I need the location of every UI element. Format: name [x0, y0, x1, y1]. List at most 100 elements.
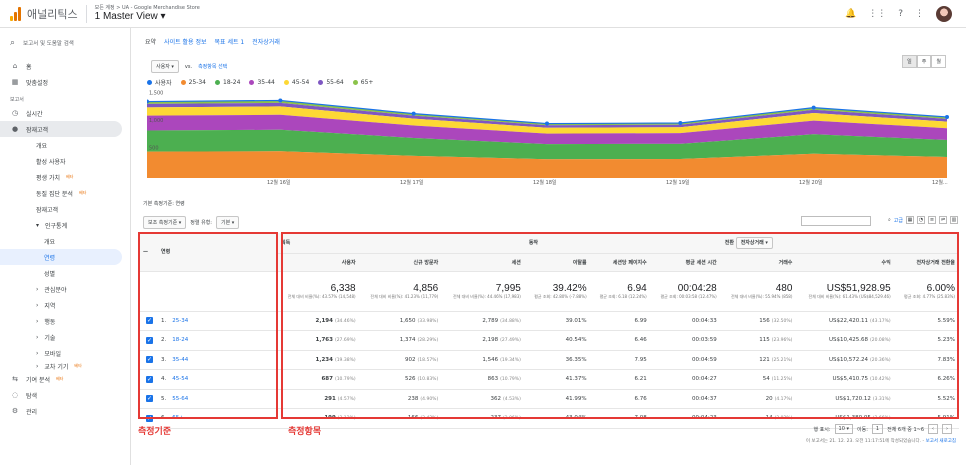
bell-icon[interactable]: 🔔 — [845, 9, 857, 19]
users-point[interactable] — [678, 121, 683, 125]
sidebar-item-label: 탐색 — [26, 392, 38, 400]
advanced-filter-link[interactable]: 고급 — [893, 217, 903, 224]
refresh-report-link[interactable]: 보고서 새로고침 — [925, 439, 956, 444]
tab-ecommerce[interactable]: 전자상거래 — [252, 39, 280, 46]
comparison-view-icon[interactable]: ⇌ — [939, 216, 947, 224]
period-week-button[interactable]: 주 — [916, 55, 932, 68]
users-point[interactable] — [545, 121, 549, 126]
total-cell: 39.42% 평균 조회: 42.80% (-7.88%) — [524, 271, 591, 312]
x-tick-label: 12월 18일 — [533, 179, 557, 185]
dimension-header[interactable]: 연령 — [157, 233, 277, 272]
help-icon[interactable]: ? — [898, 9, 903, 19]
sidebar-item-active-users[interactable]: 활성 사용자 — [0, 153, 130, 169]
users-point[interactable] — [147, 99, 149, 104]
metric-value: 687 — [321, 376, 333, 383]
dimension-link[interactable]: 25-34 — [172, 317, 189, 324]
secondary-dimension-dropdown[interactable]: 보조 측정기준 ▾ — [143, 215, 187, 229]
sidebar-item-audiences[interactable]: 잠재고객 — [0, 201, 130, 217]
account-selector[interactable]: 모든 계정 > UA - Google Merchandise Store 1 … — [95, 5, 200, 23]
column-header[interactable]: 사용자 — [277, 253, 360, 272]
rows-per-page-select[interactable]: 10 ▾ — [834, 424, 854, 434]
sidebar-item-discover[interactable]: ◌ 탐색 — [0, 387, 130, 403]
goto-page-input[interactable]: 1 — [871, 424, 884, 434]
sidebar-item-geo[interactable]: › 지역 — [0, 297, 130, 313]
column-header[interactable]: 거래수 — [720, 253, 797, 272]
apps-grid-icon[interactable]: ⋮⋮ — [868, 9, 887, 19]
column-header[interactable]: 이탈률 — [524, 253, 591, 272]
dimension-link[interactable]: 45-54 — [172, 376, 189, 383]
select-metric-link[interactable]: 측정항목 선택 — [198, 64, 228, 70]
prev-page-button[interactable]: ‹ — [928, 424, 938, 434]
row-checkbox[interactable]: ✓ — [139, 389, 157, 409]
column-header[interactable]: 세션당 페이지수 — [590, 253, 651, 272]
row-checkbox[interactable]: ✓ — [139, 369, 157, 390]
dimension-link[interactable]: 18-24 — [172, 337, 189, 344]
sidebar-item-label: 기술 — [44, 334, 56, 342]
column-header[interactable]: 평균 세션 시간 — [650, 253, 721, 272]
sidebar-item-gender[interactable]: 성별 — [0, 265, 130, 281]
next-page-button[interactable]: › — [942, 424, 952, 434]
table-search-input[interactable] — [801, 216, 871, 226]
sidebar-item-overview[interactable]: 개요 — [0, 137, 130, 153]
sidebar-item-home[interactable]: ⌂ 홈 — [0, 58, 130, 74]
metric-value: 1,763 — [315, 337, 333, 344]
analytics-logo-icon[interactable] — [10, 6, 21, 21]
sidebar-item-behavior[interactable]: › 행동 — [0, 313, 130, 329]
sidebar-item-admin[interactable]: ⚙ 관리 — [0, 403, 130, 419]
dimension-link[interactable]: 55-64 — [172, 395, 189, 402]
sidebar-item-cohort[interactable]: 동질 집단 분석 베타 — [0, 185, 130, 201]
sidebar-item-demographics[interactable]: ▾ 인구통계 — [0, 217, 130, 233]
dimension-link[interactable]: 35-44 — [172, 356, 189, 363]
sidebar-item-interests[interactable]: › 관심분야 — [0, 281, 130, 297]
tab-summary[interactable]: 요약 — [145, 39, 157, 46]
conversion-dropdown[interactable]: 전자상거래 ▾ — [735, 237, 773, 250]
sidebar-item-tech[interactable]: › 기술 — [0, 329, 130, 345]
row-checkbox[interactable]: ✓ — [139, 311, 157, 331]
users-point[interactable] — [411, 111, 416, 116]
search-icon[interactable]: ⌕ — [887, 217, 891, 223]
sidebar-item-lifetime[interactable]: 평생 가치 베타 — [0, 169, 130, 185]
pie-view-icon[interactable]: ◔ — [917, 216, 925, 224]
column-header[interactable]: 수익 — [796, 253, 895, 272]
brand-name[interactable]: 애널리틱스 — [27, 8, 78, 21]
column-header[interactable]: 세션 — [442, 253, 525, 272]
total-cell: 4,856 전체 대비 비율(%): 41.23% (11,779) — [359, 271, 443, 312]
sidebar-item-custom[interactable]: ▦ 맞춤설정 — [0, 74, 130, 90]
users-point[interactable] — [278, 98, 283, 103]
group-behavior: 동작 — [524, 233, 721, 254]
metric-percent: (3.31%) — [872, 396, 891, 402]
period-month-button[interactable]: 월 — [931, 55, 946, 68]
sidebar-item-audience[interactable]: ● 잠재고객 — [0, 121, 122, 137]
column-header[interactable]: 신규 방문자 — [359, 253, 443, 272]
sidebar-item-age[interactable]: 연령 — [0, 249, 122, 265]
sidebar-item-realtime[interactable]: ◷ 실시간 — [0, 105, 130, 121]
select-all-header[interactable]: — — [139, 233, 157, 272]
period-day-button[interactable]: 일 — [902, 55, 917, 68]
tab-goal-set[interactable]: 목표 세트 1 — [214, 39, 245, 46]
sidebar-item-label: 인구통계 — [45, 222, 68, 230]
sidebar-item-mobile[interactable]: › 모바일 — [0, 345, 130, 361]
legend-item: 45-54 — [283, 79, 309, 86]
metric-value: 1,374 — [399, 337, 416, 344]
sidebar-item-demo-overview[interactable]: 개요 — [0, 233, 130, 249]
metric-dropdown[interactable]: 사용자 ▾ — [151, 60, 179, 73]
sidebar-item-attribution[interactable]: ⇆ 기여 분석 베타 — [0, 371, 130, 387]
users-point[interactable] — [811, 105, 816, 110]
sidebar-item-label: 개요 — [44, 238, 56, 246]
more-vert-icon[interactable]: ⋮ — [915, 9, 924, 19]
column-header[interactable]: 전자상거래 전환율 — [894, 253, 959, 272]
tab-site-usage[interactable]: 사이트 활용 정보 — [164, 39, 207, 46]
avatar[interactable] — [936, 6, 952, 22]
grid-view-icon[interactable]: ▦ — [906, 216, 914, 224]
sidebar-search[interactable]: ⌕ 보고서 및 도움말 검색 — [0, 28, 130, 58]
sort-type-dropdown[interactable]: 기본 ▾ — [215, 215, 240, 229]
sidebar-item-crossdevice[interactable]: › 교차 기기 베타 — [0, 361, 130, 371]
bar-view-icon[interactable]: ≡ — [928, 216, 936, 224]
row-checkbox[interactable]: ✓ — [139, 330, 157, 351]
metric-percent: (10.42%) — [870, 377, 891, 383]
pivot-view-icon[interactable]: ▥ — [950, 216, 958, 224]
users-point[interactable] — [945, 114, 949, 119]
person-icon: ● — [11, 125, 19, 133]
table-row: ✓ 4. 45-54 687 (10.79%) 526 (10.83%) 863 (10.79%… — [139, 369, 959, 390]
row-checkbox[interactable]: ✓ — [139, 350, 157, 370]
